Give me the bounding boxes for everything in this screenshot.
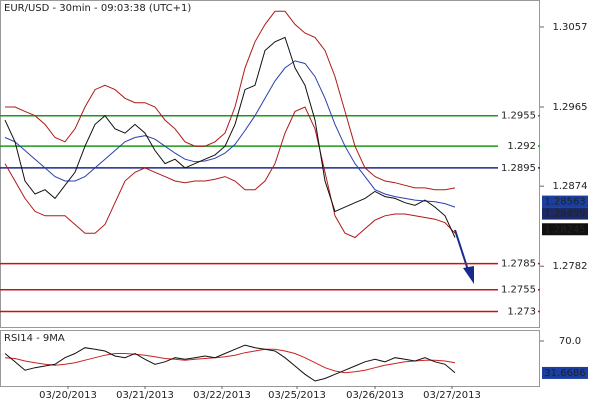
price-box: [542, 207, 588, 220]
x-tick-label: 03/27/2013: [423, 390, 481, 400]
level-label: 1.2755: [501, 285, 536, 296]
level-label-bg: [498, 140, 538, 153]
level-label: 1.2955: [501, 111, 536, 122]
series-line: [4, 60, 456, 208]
series-line: [4, 344, 456, 382]
y-tick-label: 1.2874: [553, 181, 588, 192]
price-box-label: 1.28499: [544, 209, 585, 220]
level-label-bg: [498, 283, 538, 296]
rsi-title: RSI14 - 9MA: [4, 333, 65, 344]
level-label-bg: [498, 257, 538, 270]
x-tick-label: 03/20/2013: [39, 390, 97, 400]
x-tick-label: 03/22/2013: [193, 390, 251, 400]
price-box-label: 1.28245: [544, 224, 585, 235]
series-line: [4, 106, 456, 239]
level-label: 1.292: [507, 141, 536, 152]
series-line: [4, 348, 456, 374]
level-label-bg: [498, 161, 538, 174]
price-box-label: 1.28563: [544, 197, 585, 208]
y-tick-label: 1.3057: [553, 22, 588, 33]
rsi-panel: [0, 330, 540, 387]
x-tick-label: 03/26/2013: [346, 390, 404, 400]
price-box: [542, 366, 588, 379]
price-box: [542, 195, 588, 208]
series-line: [5, 10, 456, 191]
price-box: [542, 223, 588, 236]
y-tick-label: 1.2965: [553, 102, 588, 113]
x-tick-label: 03/21/2013: [116, 390, 174, 400]
level-label: 1.2785: [501, 259, 536, 270]
main-panel: [0, 0, 540, 328]
arrow-head: [463, 266, 474, 284]
level-label-bg: [498, 109, 538, 122]
x-tick-label: 03/25/2013: [268, 390, 326, 400]
price-box-label: 31.6686: [544, 368, 585, 379]
level-label: 1.2895: [501, 163, 536, 174]
level-label-bg: [498, 305, 538, 318]
level-label: 1.273: [507, 306, 536, 317]
chart-title: EUR/USD - 30min - 09:03:38 (UTC+1): [4, 3, 191, 14]
y-tick-label: 70.0: [559, 336, 581, 347]
series-line: [4, 36, 456, 238]
y-tick-label: 1.2782: [553, 261, 588, 272]
